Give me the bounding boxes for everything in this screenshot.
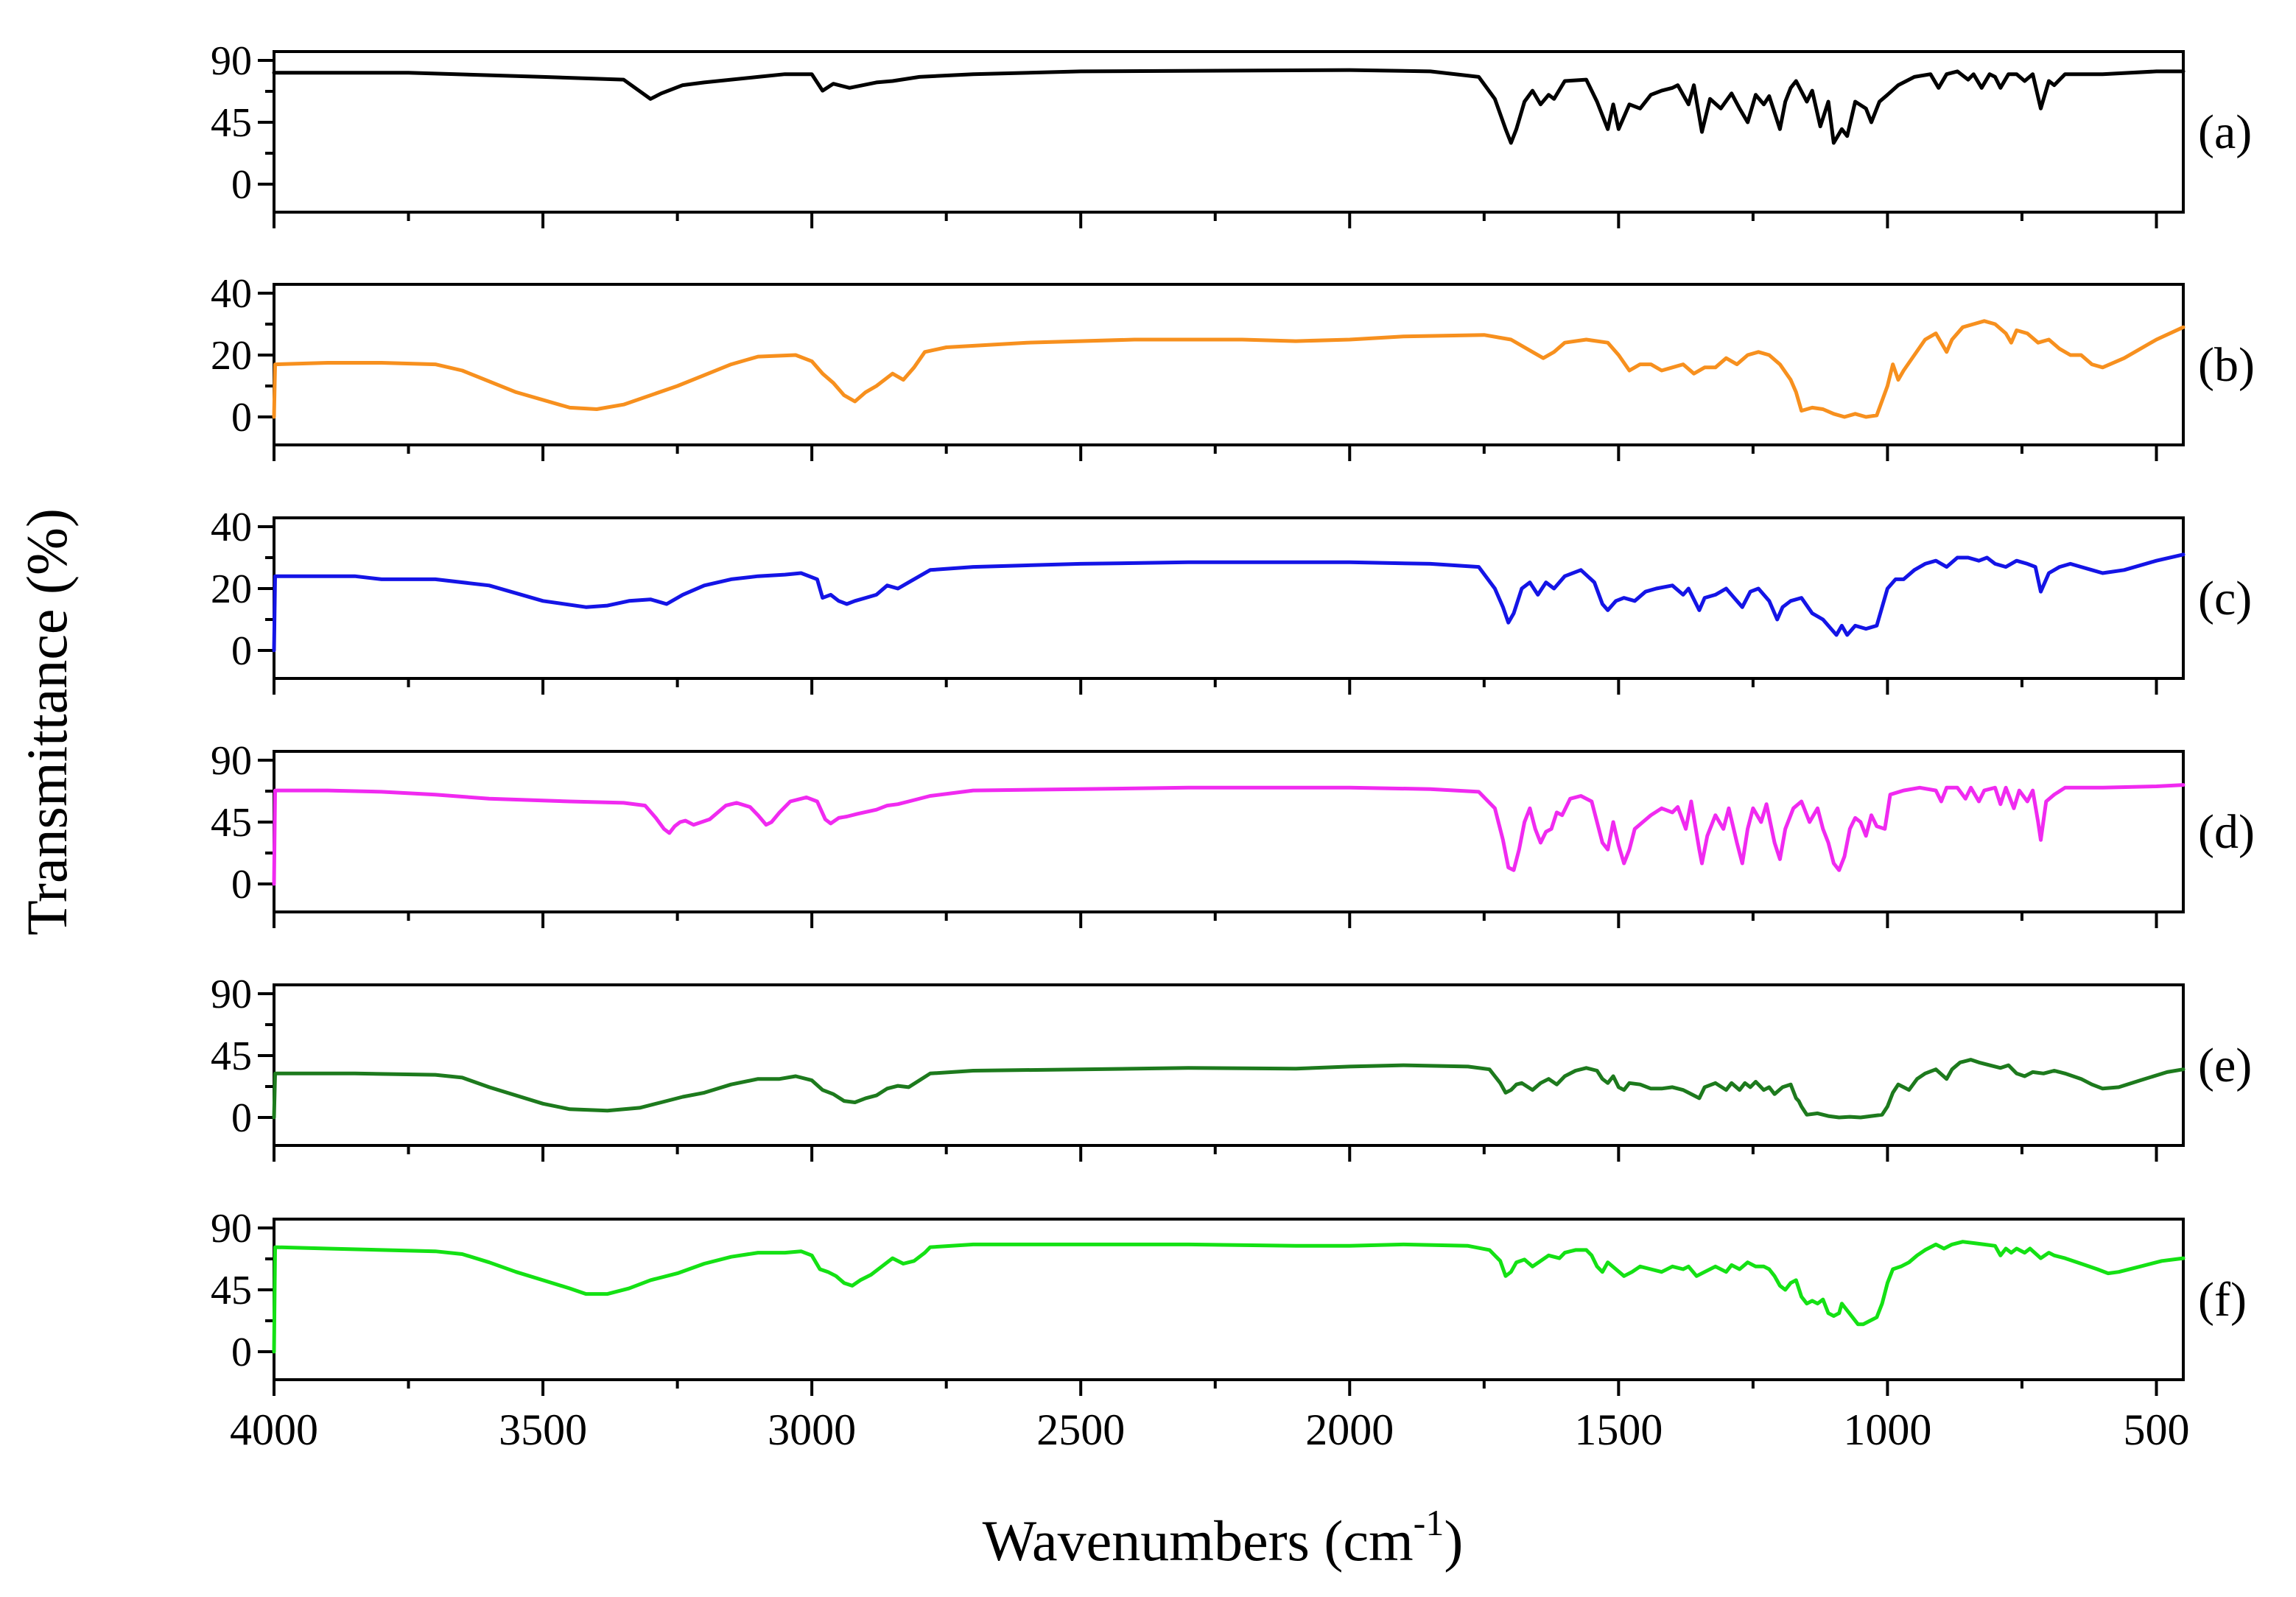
x-tick-label: 1500 — [1574, 1405, 1663, 1454]
panel-label: (d) — [2198, 805, 2255, 859]
x-axis-title-main: Wavenumbers (cm — [983, 1509, 1414, 1573]
panel-f: 0 45 90 (f) — [211, 1206, 2247, 1396]
x-tick-label: 2000 — [1305, 1405, 1394, 1454]
panel-frame — [273, 750, 2185, 913]
y-tick-label: 45 — [211, 100, 252, 146]
y-tick-label: 0 — [231, 162, 252, 208]
y-tick-label: 0 — [231, 1095, 252, 1141]
x-tick-label: 3500 — [499, 1405, 587, 1454]
x-tick-label: 500 — [2123, 1405, 2189, 1454]
series-line-e — [272, 1058, 2186, 1120]
x-tick-label: 3000 — [768, 1405, 856, 1454]
x-tick-label: 4000 — [230, 1405, 318, 1454]
x-axis-title-suffix: ) — [1444, 1509, 1463, 1573]
y-tick-label: 20 — [211, 333, 252, 379]
series-line-a — [272, 68, 2186, 145]
panel-frame — [273, 50, 2185, 214]
x-tick-label: 2500 — [1036, 1405, 1125, 1454]
y-tick-label: 45 — [211, 800, 252, 846]
x-tick-label: 1000 — [1843, 1405, 1931, 1454]
series-line-d — [272, 783, 2186, 886]
panel-label: (a) — [2198, 105, 2252, 159]
y-tick-label: 45 — [211, 1033, 252, 1079]
panel-label: (b) — [2198, 338, 2255, 392]
y-tick-label: 40 — [211, 505, 252, 550]
y-tick-label: 90 — [211, 38, 252, 84]
y-tick-label: 0 — [231, 1330, 252, 1375]
y-tick-label: 0 — [231, 628, 252, 674]
panel-label: (e) — [2198, 1039, 2252, 1092]
x-axis-title-superscript: -1 — [1414, 1502, 1444, 1543]
series-line-b — [272, 319, 2186, 419]
panel-label: (c) — [2198, 572, 2252, 625]
panel-b: 0 20 40 (b) — [211, 271, 2255, 461]
x-axis-title: Wavenumbers (cm-1) — [983, 1502, 1464, 1573]
y-tick-label: 0 — [231, 395, 252, 441]
panel-label: (f) — [2198, 1273, 2247, 1327]
panels: 0 45 90 (a) 0 20 40 (b) 0 20 40 (c) 0 45 90 (d) 0 45 90 (e)… — [211, 38, 2255, 1396]
panel-frame — [273, 983, 2185, 1147]
y-tick-label: 90 — [211, 972, 252, 1017]
panel-a: 0 45 90 (a) — [211, 38, 2252, 228]
y-tick-label: 90 — [211, 1206, 252, 1252]
x-axis: 4000 3500 3000 2500 2000 1500 1000 500 — [230, 1405, 2189, 1454]
y-tick-label: 45 — [211, 1268, 252, 1313]
panel-frame — [273, 283, 2185, 446]
series-line-c — [272, 552, 2186, 653]
y-tick-label: 40 — [211, 271, 252, 317]
panel-c: 0 20 40 (c) — [211, 505, 2252, 695]
y-tick-label: 90 — [211, 738, 252, 784]
series-line-f — [272, 1240, 2186, 1354]
y-tick-label: 0 — [231, 862, 252, 908]
y-tick-label: 20 — [211, 566, 252, 612]
panel-e: 0 45 90 (e) — [211, 972, 2252, 1162]
panel-d: 0 45 90 (d) — [211, 738, 2255, 928]
panel-frame — [273, 516, 2185, 680]
y-axis-title: Transmittance (%) — [15, 508, 79, 936]
